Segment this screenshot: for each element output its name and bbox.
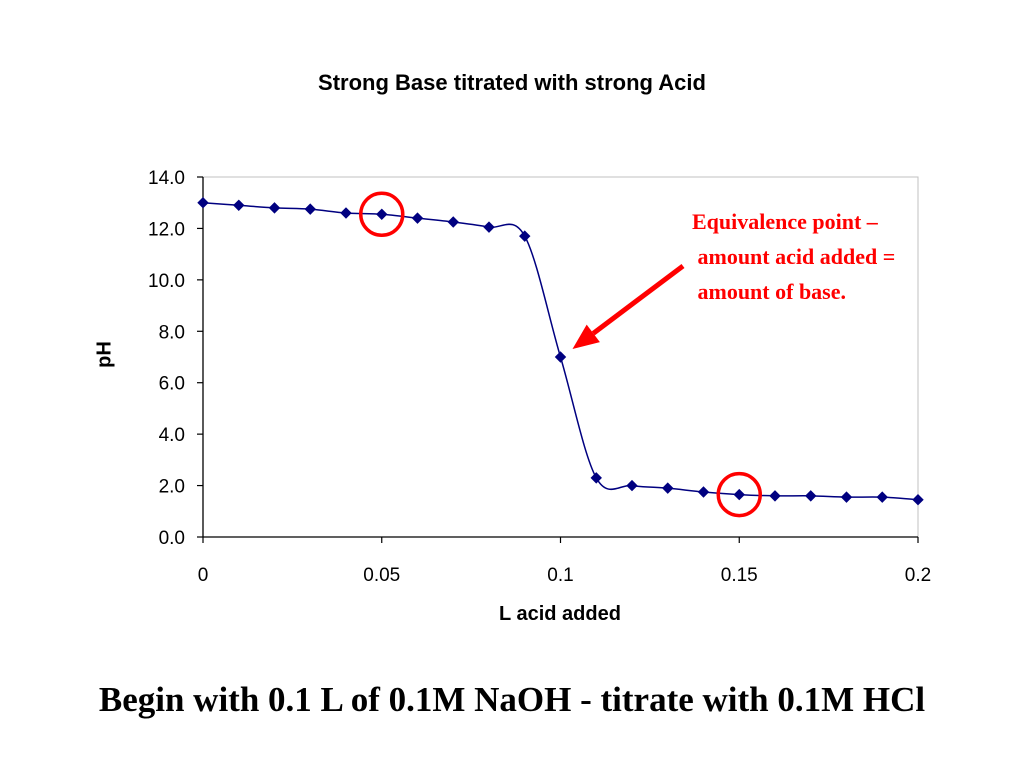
data-point-marker: [554, 351, 567, 363]
data-point-marker: [912, 494, 924, 506]
data-point-marker: [590, 472, 602, 484]
y-tick-label: 6.0: [159, 374, 185, 395]
data-point-marker: [233, 199, 245, 211]
highlight-circles: [359, 191, 762, 518]
data-point-marker: [769, 490, 781, 502]
arrow-head: [572, 324, 600, 349]
footer-caption: Begin with 0.1 L of 0.1M NaOH - titrate …: [98, 680, 926, 719]
x-tick-label: 0.05: [363, 565, 400, 586]
data-point-marker: [805, 490, 817, 502]
data-point-marker: [376, 208, 388, 220]
data-point-marker: [268, 202, 281, 214]
arrow-shaft: [591, 264, 685, 336]
tick-labels: 0.0 2.0 4.0 6.0 8.0 10.0 12.0 14.0 0 0.05 0.1 0.15 0…: [148, 168, 931, 586]
y-tick-label: 0.0: [159, 528, 185, 549]
x-tick-label: 0.2: [905, 565, 931, 586]
x-tick-label: 0.1: [547, 565, 573, 586]
y-tick-label: 4.0: [159, 425, 185, 446]
x-tick-label: 0.15: [721, 565, 758, 586]
data-point-marker: [626, 479, 638, 492]
data-point-marker: [411, 212, 424, 224]
annotation-arrow: [572, 264, 685, 349]
annotation-line: amount acid added =: [692, 244, 896, 269]
data-point-marker: [483, 221, 495, 233]
highlight-circle: [716, 471, 762, 518]
series: [197, 197, 924, 506]
y-tick-label: 2.0: [159, 477, 185, 498]
data-point-marker: [447, 216, 459, 228]
y-tick-label: 10.0: [148, 271, 185, 292]
data-point-marker: [697, 486, 710, 498]
annotation-line: Equivalence point –: [692, 209, 878, 234]
data-point-marker: [840, 491, 853, 503]
annotation-line: amount of base.: [692, 279, 847, 304]
chart-title: Strong Base titrated with strong Acid: [318, 70, 706, 95]
data-point-marker: [733, 488, 745, 501]
y-tick-label: 8.0: [159, 322, 185, 343]
axes: [197, 176, 919, 543]
highlight-circle: [359, 191, 405, 238]
y-tick-label: 14.0: [148, 168, 185, 189]
x-tick-label: 0: [198, 565, 209, 586]
y-tick-label: 12.0: [148, 219, 185, 240]
data-point-marker: [519, 230, 531, 242]
data-point-marker: [876, 491, 888, 503]
data-point-marker: [662, 482, 674, 494]
data-point-marker: [304, 203, 316, 215]
equivalence-annotation: Equivalence point – amount acid added = …: [692, 204, 992, 309]
data-point-marker: [340, 207, 352, 219]
x-axis-label: L acid added: [499, 603, 621, 625]
y-axis-label: pH: [93, 341, 116, 368]
data-point-marker: [197, 197, 209, 209]
